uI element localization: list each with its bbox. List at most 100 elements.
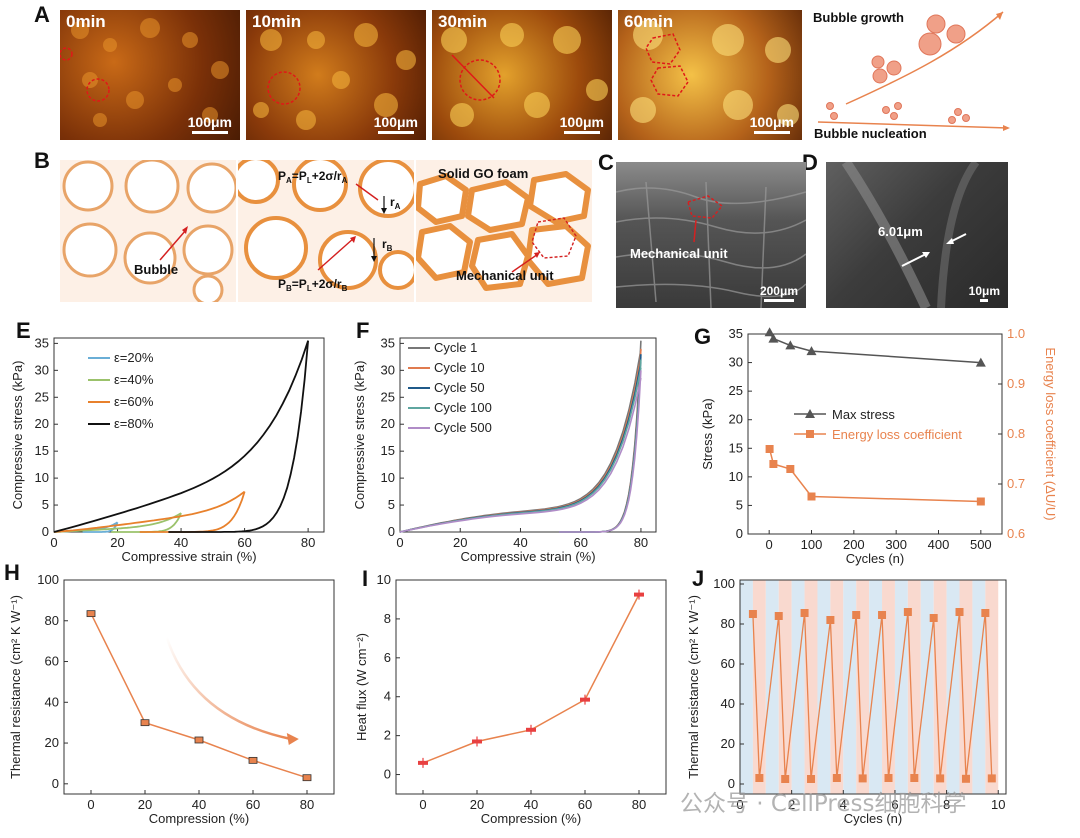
scale-text: 100μm bbox=[559, 114, 604, 130]
panel-letter-f: F bbox=[356, 318, 370, 343]
panel-letter-a: A bbox=[34, 2, 50, 27]
data-point bbox=[878, 611, 887, 619]
y-tick-label: 80 bbox=[721, 616, 735, 631]
data-point bbox=[781, 775, 790, 783]
sem-image-c: Mechanical unit 200μm bbox=[616, 162, 806, 308]
y-axis-label: Thermal resistance (cm² K W⁻¹) bbox=[686, 595, 701, 779]
energy-point bbox=[976, 497, 985, 506]
background-band bbox=[830, 580, 844, 794]
y-tick-label: 10 bbox=[381, 470, 395, 485]
stress-point bbox=[975, 357, 986, 367]
x-tick-label: 200 bbox=[843, 537, 865, 552]
x-axis-label: Cycles (n) bbox=[844, 811, 903, 826]
y-tick-label: 100 bbox=[713, 576, 735, 591]
background-band bbox=[985, 580, 999, 794]
x-tick-label: 40 bbox=[513, 535, 527, 550]
x-tick-label: 0 bbox=[50, 535, 57, 550]
rb-label: rB bbox=[382, 237, 393, 253]
y-tick-label: 10 bbox=[35, 470, 49, 485]
scale-text: 100μm bbox=[187, 114, 232, 130]
micrograph-60min: 60min 100μm bbox=[618, 10, 802, 140]
y-tick-label: 6 bbox=[384, 650, 391, 665]
y2-tick-label: 0.9 bbox=[1007, 376, 1025, 391]
scale-bar-a2: 100μm bbox=[560, 114, 604, 134]
legend-label-3: Cycle 100 bbox=[434, 400, 492, 415]
data-point bbox=[955, 608, 964, 616]
x-axis-label: Compressive strain (%) bbox=[121, 549, 256, 564]
y-tick-label: 10 bbox=[729, 469, 743, 484]
y-tick-label: 25 bbox=[35, 389, 49, 404]
x-tick-label: 400 bbox=[928, 537, 950, 552]
time-label-0: 0min bbox=[66, 12, 106, 31]
data-point bbox=[884, 774, 893, 782]
scale-text: 100μm bbox=[749, 114, 794, 130]
y-tick-label: 5 bbox=[736, 497, 743, 512]
micrograph-10min: 10min 100μm bbox=[246, 10, 426, 140]
scale-bar-a3: 100μm bbox=[750, 114, 794, 134]
background-band bbox=[894, 580, 908, 794]
legend-label-0: Cycle 1 bbox=[434, 340, 477, 355]
background-band bbox=[882, 580, 895, 794]
y-tick-label: 4 bbox=[384, 689, 391, 704]
pb-formula: PB=PL+2σ/rB bbox=[278, 277, 348, 293]
nucleation-label: Bubble nucleation bbox=[814, 126, 927, 141]
x-tick-label: 40 bbox=[524, 797, 538, 812]
y-tick-label: 15 bbox=[35, 443, 49, 458]
x-tick-label: 40 bbox=[192, 797, 206, 812]
y-axis-label: Compressive stress (kPa) bbox=[10, 361, 25, 510]
background-band bbox=[778, 580, 792, 794]
background-band bbox=[843, 580, 857, 794]
x-tick-label: 10 bbox=[991, 797, 1005, 812]
legend-label-1: Energy loss coefficient bbox=[832, 427, 962, 442]
mech-unit-label: Mechanical unit bbox=[456, 268, 554, 283]
y-tick-label: 60 bbox=[721, 656, 735, 671]
legend-label-2: Cycle 50 bbox=[434, 380, 485, 395]
x-tick-label: 300 bbox=[885, 537, 907, 552]
y-tick-label: 0 bbox=[736, 526, 743, 541]
x-tick-label: 80 bbox=[632, 797, 646, 812]
unload-curve-4 bbox=[559, 370, 642, 533]
scale-text: 10μm bbox=[968, 284, 1000, 298]
data-point bbox=[903, 608, 912, 616]
y-tick-label: 30 bbox=[35, 362, 49, 377]
y-tick-label: 30 bbox=[381, 362, 395, 377]
series-line bbox=[90, 613, 308, 779]
background-band bbox=[959, 580, 973, 794]
plot-frame bbox=[63, 579, 335, 795]
background-band bbox=[946, 580, 960, 794]
y-tick-label: 40 bbox=[721, 696, 735, 711]
data-point bbox=[774, 612, 783, 620]
x-tick-label: 80 bbox=[301, 535, 315, 550]
panel-letter-g: G bbox=[694, 324, 712, 349]
x-tick-label: 40 bbox=[174, 535, 188, 550]
series-line bbox=[752, 611, 993, 780]
y-tick-label: 10 bbox=[377, 572, 391, 587]
y2-axis-label: Energy loss coefficient (ΔU/U) bbox=[1043, 347, 1058, 520]
legend-label-0: Max stress bbox=[832, 407, 895, 422]
x-axis-label: Cycles (n) bbox=[846, 551, 905, 566]
scale-bar-a1: 100μm bbox=[374, 114, 418, 134]
y-tick-label: 0 bbox=[42, 524, 49, 539]
micrograph-30min: 30min 100μm bbox=[432, 10, 612, 140]
watermark: 公众号 · CellPress细胞科学 bbox=[680, 791, 967, 817]
x-tick-label: 0 bbox=[87, 797, 94, 812]
foam-label: Solid GO foam bbox=[438, 166, 528, 181]
unload-curve-3 bbox=[168, 340, 309, 533]
y-axis-label: Thermal resistance (cm² K W⁻¹) bbox=[8, 595, 23, 779]
stress-point bbox=[764, 327, 775, 337]
data-point bbox=[936, 774, 945, 783]
chart-e: 0 20 40 60 80 0 5 10 15 20 25 30 35 Compressive strai… bbox=[10, 335, 325, 564]
panel-letter-b: B bbox=[34, 148, 50, 173]
x-tick-label: 0 bbox=[419, 797, 426, 812]
x-tick-label: 8 bbox=[943, 797, 950, 812]
legend-label-1: Cycle 10 bbox=[434, 360, 485, 375]
plot-frame bbox=[53, 337, 325, 533]
y-tick-label: 15 bbox=[381, 443, 395, 458]
data-point bbox=[140, 719, 150, 727]
data-point bbox=[987, 774, 996, 783]
x-tick-label: 0 bbox=[396, 535, 403, 550]
y-tick-label: 20 bbox=[721, 736, 735, 751]
data-point bbox=[807, 775, 816, 783]
y-tick-label: 0 bbox=[388, 524, 395, 539]
y-tick-label: 35 bbox=[35, 335, 49, 350]
